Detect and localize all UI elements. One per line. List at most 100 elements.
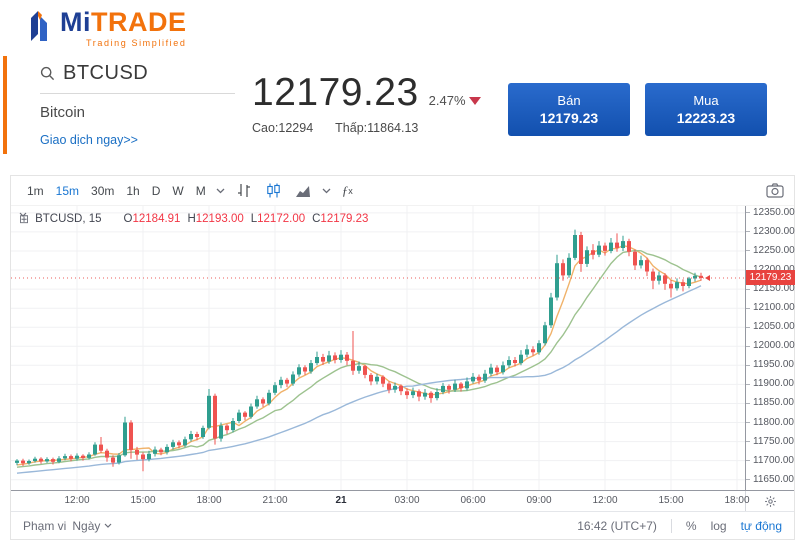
search-icon — [40, 66, 55, 81]
candle — [549, 297, 553, 326]
candle — [27, 461, 31, 464]
candle — [327, 355, 331, 362]
auto-scale-button[interactable]: tự động — [740, 518, 782, 533]
interval-1m[interactable]: 1m — [27, 183, 44, 198]
range-selector[interactable]: Ngày — [72, 519, 112, 533]
candle — [507, 360, 511, 366]
range-label: Phạm vi — [23, 518, 67, 533]
vertical-gridlines — [76, 206, 738, 490]
candle — [315, 357, 319, 364]
interval-30m[interactable]: 30m — [91, 183, 115, 198]
candle — [459, 383, 463, 389]
time-axis[interactable]: 12:00 15:00 18:00 21:00 21 03:00 06:00 09:00 12:… — [11, 491, 749, 511]
interval-d[interactable]: D — [151, 183, 161, 198]
candle — [237, 412, 241, 421]
asset-name: Bitcoin — [40, 104, 86, 121]
candle — [453, 383, 457, 390]
candle — [501, 365, 505, 373]
interval-15m[interactable]: 15m — [55, 183, 80, 198]
candle — [639, 260, 643, 266]
price-tick-dash — [746, 250, 750, 252]
candle — [375, 376, 379, 382]
price-tick-label: 11950.00 — [753, 359, 794, 371]
log-scale-button[interactable]: log — [710, 518, 727, 533]
candle — [105, 450, 109, 458]
price-axis[interactable]: 12350.00 12300.00 12250.00 12200.00 12150.00… — [745, 206, 795, 490]
camera-icon[interactable] — [766, 183, 784, 198]
candle — [213, 395, 217, 439]
interval-chevron-down-icon[interactable] — [216, 188, 225, 194]
bars-icon[interactable] — [236, 183, 252, 198]
accent-bar — [3, 56, 7, 154]
area-icon[interactable] — [295, 184, 311, 198]
candle — [189, 434, 193, 440]
candle — [447, 385, 451, 390]
price-tick-label: 12000.00 — [753, 340, 795, 352]
interval-1h[interactable]: 1h — [126, 183, 140, 198]
candle — [609, 242, 613, 251]
trade-now-link[interactable]: Giao dịch ngay>> — [40, 133, 138, 147]
axis-settings-corner[interactable] — [745, 491, 794, 511]
price-tick-label: 12300.00 — [753, 225, 795, 237]
mitrade-logo[interactable]: MiTRADE Trading Simplified — [28, 8, 187, 48]
price-tick-label: 12350.00 — [753, 206, 795, 218]
price-tick-dash — [746, 212, 750, 214]
candle — [201, 427, 205, 437]
legend-symbol-dropdown[interactable]: BTCUSD, 15 — [19, 212, 102, 225]
price-tick-dash — [746, 383, 750, 385]
candle — [411, 391, 415, 396]
price-chart-plot[interactable]: ⊞ BTCUSD, 15 O12184.91 H12193.00 L12172.… — [11, 206, 745, 490]
price-tick-label: 12250.00 — [753, 244, 795, 256]
price-tick-dash — [746, 364, 750, 366]
price-tick-label: 12150.00 — [753, 283, 795, 295]
candle — [267, 392, 271, 404]
last-price: 12179.23 — [252, 71, 419, 114]
candle — [393, 385, 397, 390]
percent-scale-button[interactable]: % — [685, 518, 697, 533]
candle — [399, 385, 403, 392]
candle — [633, 251, 637, 266]
price-tick-label: 11850.00 — [753, 397, 794, 409]
price-tick-dash — [746, 422, 750, 424]
candle — [687, 278, 691, 286]
candle — [291, 374, 295, 384]
candle — [207, 395, 211, 428]
interval-m[interactable]: M — [195, 183, 206, 198]
time-tick-label: 18:00 — [724, 495, 750, 506]
candle — [405, 391, 409, 396]
candle — [429, 392, 433, 399]
style-chevron-down-icon[interactable] — [322, 188, 331, 194]
candle — [615, 242, 619, 248]
candle — [39, 458, 43, 462]
candle — [255, 399, 259, 407]
sell-button[interactable]: Bán 12179.23 — [508, 83, 630, 136]
candle — [675, 282, 679, 289]
candle — [81, 455, 85, 458]
candles-icon[interactable] — [266, 183, 281, 198]
candle — [195, 434, 199, 437]
grid-icon[interactable]: ⊞ — [19, 212, 30, 226]
candle — [231, 421, 235, 431]
price-tick-dash — [746, 326, 750, 328]
price-tick-label: 12050.00 — [753, 321, 795, 333]
price-tick-dash — [746, 460, 750, 462]
candle — [141, 454, 145, 460]
price-tick-dash — [746, 402, 750, 404]
price-tick-dash — [746, 231, 750, 233]
candle — [681, 282, 685, 286]
clock[interactable]: 16:42 (UTC+7) — [577, 518, 657, 533]
price-tick-dash — [746, 479, 750, 481]
symbol-search-row[interactable]: BTCUSD — [40, 62, 235, 94]
candle — [153, 449, 157, 454]
legend-low: L12172.00 — [250, 213, 306, 225]
change-percent: 2.47% — [428, 93, 466, 108]
interval-w[interactable]: W — [172, 183, 184, 198]
buy-button[interactable]: Mua 12223.23 — [645, 83, 767, 136]
ma-slow-line — [16, 285, 702, 474]
legend-ohlc: O12184.91 H12193.00 L12172.00 C12179.23 — [124, 213, 369, 225]
logo-mi: Mi — [60, 7, 91, 37]
price-tick-label: 11650.00 — [753, 473, 794, 485]
candlestick-svg[interactable] — [11, 206, 745, 490]
